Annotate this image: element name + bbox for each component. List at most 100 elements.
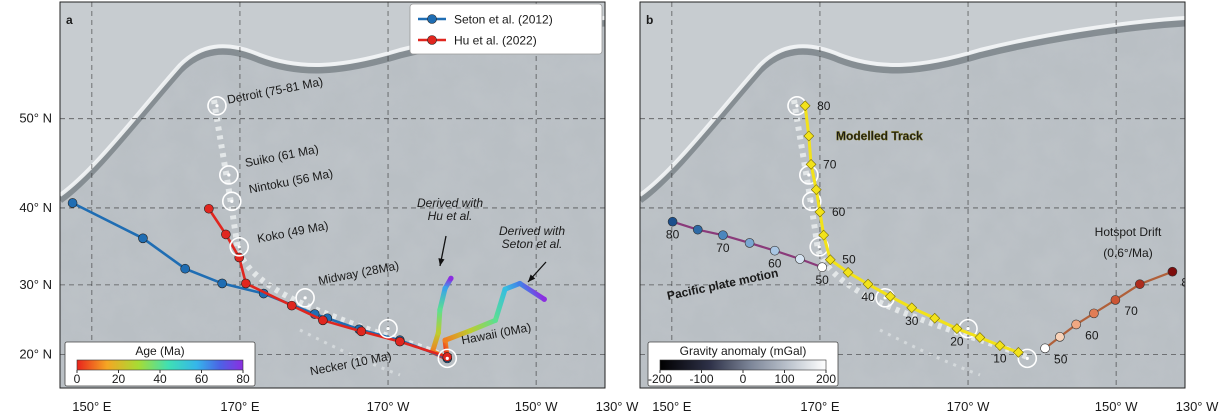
- derived-track-vertex: [542, 297, 547, 302]
- age-label: 70: [823, 157, 837, 171]
- track-point: [221, 230, 230, 239]
- derived-track-vertex: [448, 276, 453, 281]
- derived-track-vertex: [517, 281, 522, 286]
- track-point: [1089, 309, 1098, 318]
- colorbar-tick-label: 80: [236, 372, 250, 386]
- hotspot-center: [446, 357, 449, 360]
- track-point: [138, 234, 147, 243]
- colorbar-tick-label: 20: [112, 372, 126, 386]
- colorbar: [660, 360, 826, 370]
- colorbar-label: Gravity anomaly (mGal): [680, 344, 807, 358]
- hotspot-center: [1026, 357, 1029, 360]
- derived-track-vertex: [442, 338, 447, 343]
- derived-track-vertex: [436, 330, 441, 335]
- hotspot-center: [795, 104, 798, 107]
- derived-track-vertex: [437, 307, 442, 312]
- derived-track-vertex: [502, 287, 507, 292]
- age-label: 50: [842, 253, 856, 267]
- age-label: 10: [993, 352, 1007, 366]
- annotation: Seton et al.: [502, 237, 563, 251]
- track-point: [287, 301, 296, 310]
- annotation: Derived with: [499, 224, 565, 238]
- track-point: [1072, 320, 1081, 329]
- hotspot-center: [818, 245, 821, 248]
- figure: Detroit (75-81 Ma)Suiko (61 Ma)Nintoku (…: [0, 0, 1223, 417]
- annotation: Hu et al.: [428, 209, 473, 223]
- x-tick-label: 130° W: [596, 399, 640, 414]
- track-point: [718, 231, 727, 240]
- x-tick-label: 170° W: [947, 399, 991, 414]
- x-tick-label: 170° W: [367, 399, 411, 414]
- y-tick-label: 20° N: [19, 346, 52, 361]
- age-label: 70: [716, 241, 730, 255]
- track-point: [204, 204, 213, 213]
- age-label: 50: [815, 273, 829, 287]
- age-label: 20: [950, 335, 964, 349]
- hotspot-center: [304, 296, 307, 299]
- track-point: [1168, 267, 1177, 276]
- track-point: [668, 217, 677, 226]
- seafloor: [640, 2, 1185, 388]
- hotspot-center: [215, 104, 218, 107]
- age-label: 80: [666, 228, 680, 242]
- x-tick-label: 130° W: [1176, 399, 1220, 414]
- age-label: 40: [861, 290, 875, 304]
- colorbar-label: Age (Ma): [135, 344, 184, 358]
- age-label: 70: [1124, 304, 1138, 318]
- track-point: [1055, 332, 1064, 341]
- track-name: Hotspot Drift: [1095, 225, 1162, 239]
- x-tick-label: 150° W: [515, 399, 559, 414]
- track-point: [1111, 295, 1120, 304]
- legend-marker: [428, 36, 437, 45]
- track-point: [241, 279, 250, 288]
- y-tick-label: 50° N: [19, 111, 52, 126]
- colorbar-tick-label: 60: [195, 372, 209, 386]
- page: Detroit (75-81 Ma)Suiko (61 Ma)Nintoku (…: [0, 0, 1223, 417]
- hotspot-center: [227, 173, 230, 176]
- track-point: [218, 279, 227, 288]
- legend-marker: [428, 15, 437, 24]
- x-tick-label: 150° E: [652, 399, 692, 414]
- hotspot-center: [230, 200, 233, 203]
- track-point: [745, 238, 754, 247]
- annotation: Derived with: [417, 196, 483, 210]
- drift-rate: (0.6°/Ma): [1103, 246, 1152, 260]
- track-name: Modelled Track: [836, 129, 923, 143]
- track-point: [318, 316, 327, 325]
- hotspot-center: [238, 245, 241, 248]
- colorbar-tick-label: 0: [740, 372, 747, 386]
- age-label: 60: [832, 205, 846, 219]
- legend-label: Seton et al. (2012): [454, 13, 553, 27]
- colorbar-tick-label: -100: [689, 372, 713, 386]
- y-tick-label: 30° N: [19, 277, 52, 292]
- panel-label: b: [646, 13, 653, 27]
- x-tick-label: 170° E: [220, 399, 260, 414]
- track-point: [181, 264, 190, 273]
- colorbar: [77, 360, 243, 370]
- colorbar-tick-label: 0: [74, 372, 81, 386]
- derived-track-vertex: [442, 286, 447, 291]
- track-point: [357, 327, 366, 336]
- age-label: 80: [1181, 276, 1195, 290]
- x-tick-label: 150° E: [72, 399, 112, 414]
- colorbar-tick-label: 100: [774, 372, 794, 386]
- colorbar-tick-label: 200: [816, 372, 836, 386]
- age-label: 50: [1054, 352, 1068, 366]
- track-point: [68, 198, 77, 207]
- track-point: [818, 263, 827, 272]
- derived-track-vertex: [493, 318, 498, 323]
- age-label: 60: [1085, 328, 1099, 342]
- hotspot-center: [966, 327, 969, 330]
- track-point: [1135, 280, 1144, 289]
- age-label: 30: [905, 314, 919, 328]
- track-point: [693, 225, 702, 234]
- y-tick-label: 40° N: [19, 200, 52, 215]
- x-tick-label: 150° W: [1095, 399, 1139, 414]
- panel-a-map: Detroit (75-81 Ma)Suiko (61 Ma)Nintoku (…: [60, 2, 605, 388]
- age-label: 80: [817, 99, 831, 113]
- track-point: [235, 253, 244, 262]
- track-point: [1041, 344, 1050, 353]
- hotspot-center: [810, 200, 813, 203]
- hotspot-center: [807, 173, 810, 176]
